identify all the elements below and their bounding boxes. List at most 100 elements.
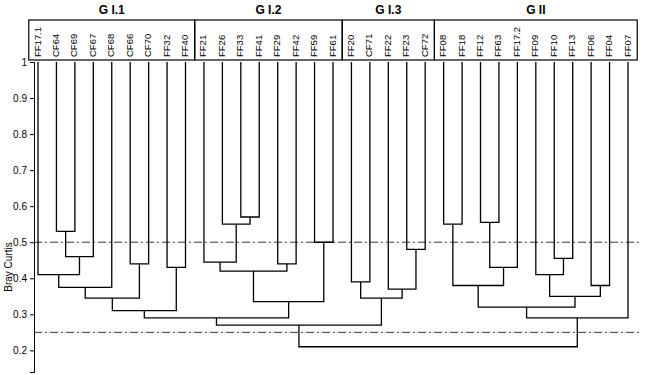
leaf-label: FF23 — [400, 35, 411, 57]
leaf-label: CF71 — [363, 34, 374, 57]
merge-link — [130, 62, 148, 264]
tick-label: 1 — [21, 57, 27, 68]
merge-link — [351, 62, 369, 282]
y-axis: 0.2 0.3 0.4 0.5 0.6 0.7 0.8 0.9 1 — [13, 57, 34, 373]
tick-label: 0.6 — [13, 201, 27, 212]
tick-mark — [30, 242, 34, 243]
leaf-label: FF22 — [382, 35, 393, 57]
merge-link — [253, 242, 323, 301]
group-title: G I.2 — [255, 3, 281, 17]
merge-link — [388, 62, 416, 289]
tick: 0.9 — [13, 93, 34, 104]
leaf-label: FF33 — [234, 35, 245, 57]
tick-label: 0.5 — [13, 237, 27, 248]
leaf-label: FF63 — [492, 35, 503, 57]
leaf-label: FF29 — [271, 35, 282, 57]
merge-link — [481, 62, 499, 222]
merge-link — [361, 282, 402, 298]
tick: 0.3 — [13, 309, 34, 320]
tick: 0.8 — [13, 129, 34, 140]
leaf-label: FF41 — [253, 35, 264, 57]
merge-link — [220, 262, 287, 271]
group-box — [195, 20, 343, 60]
leaf-label: FF21 — [197, 35, 208, 57]
leaf-label: CF69 — [68, 34, 79, 57]
leaf-label: CF68 — [105, 34, 116, 57]
merge-link — [527, 62, 628, 318]
leaf-label: CF66 — [124, 34, 135, 57]
merge-link — [536, 62, 564, 275]
tick-label: 0.7 — [13, 165, 27, 176]
merge-link — [38, 62, 79, 275]
chart: 0.2 0.3 0.4 0.5 0.6 0.7 0.8 0.9 1 Bray Curtis G I.… — [0, 0, 649, 375]
merge-link — [56, 62, 74, 231]
tick-mark — [30, 350, 34, 351]
tick-label: 0.4 — [13, 273, 27, 284]
merge-link — [144, 302, 288, 318]
merge-link — [112, 267, 176, 310]
group-title: G I.3 — [375, 3, 401, 17]
merge-link — [66, 62, 94, 257]
tick-label: 0.9 — [13, 93, 27, 104]
leaf-label: FF08 — [437, 35, 448, 57]
leaf-label: FF26 — [216, 35, 227, 57]
tick-mark — [30, 170, 34, 171]
tick-mark — [30, 314, 34, 315]
leaf-label: FF42 — [290, 35, 301, 57]
tick: 0.4 — [13, 273, 34, 284]
dendrogram — [38, 62, 628, 347]
merge-link — [591, 62, 609, 285]
leaf-label: CF70 — [142, 34, 153, 57]
tick: 0.7 — [13, 165, 34, 176]
tick-mark — [30, 206, 34, 207]
tick: 0.6 — [13, 201, 34, 212]
merge-link — [167, 62, 185, 267]
merge-link — [490, 62, 518, 267]
tick: 0.5 — [13, 237, 34, 248]
group-box — [29, 20, 195, 60]
tick-label: 0.8 — [13, 129, 27, 140]
merge-link — [554, 62, 572, 258]
leaf-label: CF67 — [87, 34, 98, 57]
leaf-label: CF72 — [419, 34, 430, 57]
merge-link — [59, 62, 112, 287]
merge-link — [315, 62, 333, 242]
leaf-label: FF07 — [622, 35, 633, 57]
leaf-label: FF17.1 — [32, 27, 43, 57]
leaf-label: CF64 — [50, 34, 61, 57]
merge-link — [222, 62, 250, 224]
leaf-label: FF61 — [327, 35, 338, 57]
tick-mark — [30, 62, 34, 63]
tick-label: 0.2 — [13, 345, 27, 356]
merge-link — [278, 62, 296, 264]
reference-line — [34, 332, 640, 333]
leaf-label: FF09 — [529, 35, 540, 57]
merge-link — [241, 62, 259, 217]
leaf-label: FF04 — [603, 35, 614, 57]
leaf-label: FF59 — [308, 35, 319, 57]
tick-mark — [30, 134, 34, 135]
leaf-label: FF20 — [345, 35, 356, 57]
merge-link — [299, 318, 577, 347]
axis-line — [30, 63, 35, 373]
merge-link — [453, 224, 504, 285]
tick: 0.2 — [13, 345, 34, 356]
leaf-label: FF32 — [161, 35, 172, 57]
tick-mark — [30, 278, 34, 279]
reference-line — [34, 242, 640, 243]
group-title: G II — [526, 3, 545, 17]
leaf-label: FF18 — [456, 35, 467, 57]
merge-link — [204, 62, 236, 262]
leaf-label: FF06 — [585, 35, 596, 57]
leaf-label: FF10 — [548, 35, 559, 57]
merge-link — [444, 62, 462, 224]
group-box — [342, 20, 434, 60]
group-box — [434, 20, 637, 60]
tick-label: 0.3 — [13, 309, 27, 320]
leaf-label: FF13 — [566, 35, 577, 57]
tick-mark — [30, 98, 34, 99]
axis-title: Bray Curtis — [3, 242, 14, 291]
leaf-label: FF12 — [474, 35, 485, 57]
group-title: G I.1 — [99, 3, 125, 17]
leaf-label: FF40 — [179, 35, 190, 57]
